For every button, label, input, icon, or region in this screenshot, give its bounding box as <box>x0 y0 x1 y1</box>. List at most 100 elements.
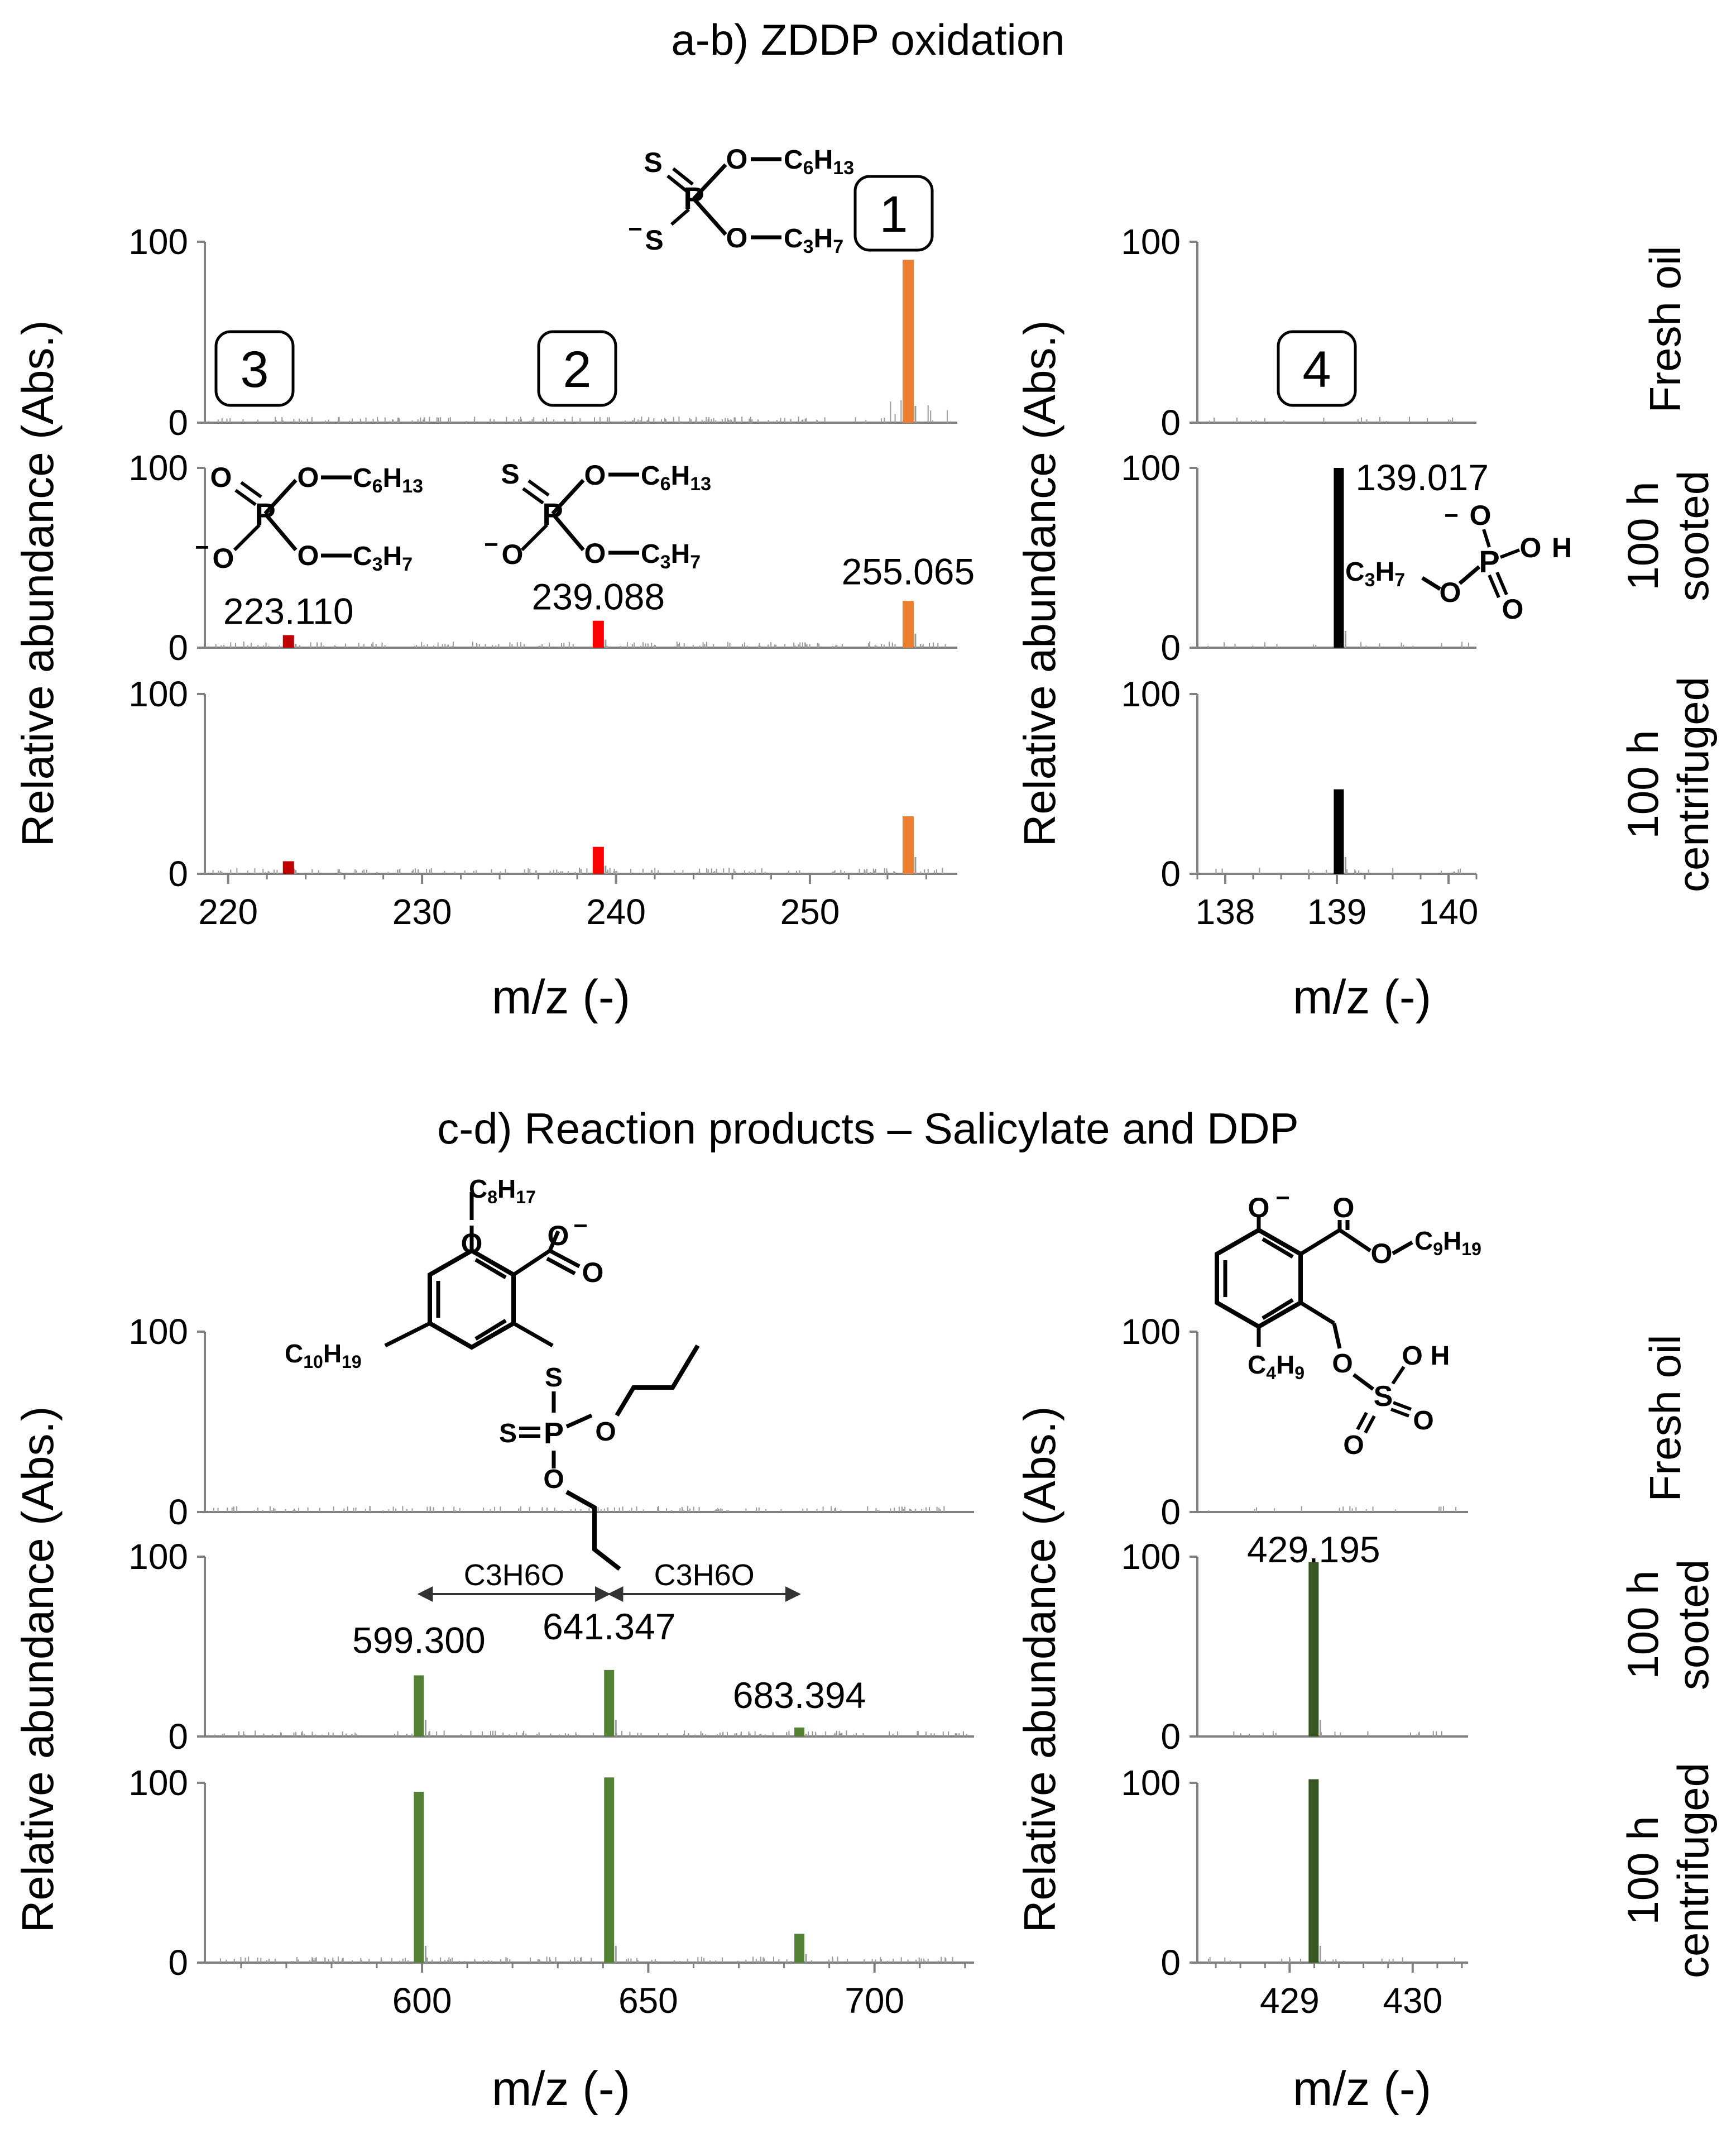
compound-box-4: 4 <box>1277 330 1357 407</box>
peak-label-139.017: 139.017 <box>1355 457 1489 498</box>
svg-text:O: O <box>1520 532 1542 563</box>
svg-text:sooted: sooted <box>1668 1559 1718 1690</box>
peak-label-239.088: 239.088 <box>532 576 665 618</box>
y-tick-label: 0 <box>168 403 188 443</box>
plot-c-row-1: 0 100 <box>128 1537 974 1757</box>
x-tick-label: 430 <box>1383 1980 1442 2021</box>
peak-label-429.195: 429.195 <box>1247 1529 1380 1570</box>
svg-text:O: O <box>210 462 232 493</box>
svg-text:C3H7: C3H7 <box>353 542 413 575</box>
svg-text:O: O <box>548 1220 569 1251</box>
svg-text:C9H19: C9H19 <box>1414 1226 1481 1259</box>
y-tick-label: 100 <box>1121 448 1181 488</box>
plot-d-row-0: 0 100 <box>1121 1312 1468 1532</box>
x-tick-label: 429 <box>1260 1980 1320 2021</box>
x-tick-label: 138 <box>1196 892 1255 932</box>
peak-bar-223.110 <box>282 635 294 648</box>
svg-text:O: O <box>726 143 748 175</box>
peak-label-223.110: 223.110 <box>223 590 354 631</box>
plot-d-row-1: 0 100 <box>1121 1537 1468 1757</box>
svg-text:O: O <box>1470 500 1492 531</box>
y-tick-label: 0 <box>1160 854 1181 894</box>
peak-bar-683.394 <box>794 1934 805 1963</box>
y-tick-label: 0 <box>1160 403 1181 443</box>
svg-text:S: S <box>545 1363 563 1393</box>
x-axis-label-c: m/z (-) <box>492 2062 630 2116</box>
peak-bar-599.300 <box>414 1792 424 1963</box>
peak-bar-683.394 <box>794 1727 805 1736</box>
plot-a-row-0: 0 100 <box>128 222 957 443</box>
svg-text:100 h: 100 h <box>1618 481 1667 590</box>
x-tick-label: 600 <box>392 1980 452 2021</box>
compound-box-3: 3 <box>214 330 295 407</box>
peak-bar-429.195 <box>1308 1779 1319 1963</box>
peak-label-641.347: 641.347 <box>543 1606 676 1647</box>
x-axis-label-b: m/z (-) <box>1293 970 1431 1024</box>
svg-text:−: − <box>573 1212 588 1240</box>
y-tick-label: 100 <box>128 1312 188 1352</box>
svg-text:−: − <box>195 534 209 561</box>
row-label-centrifuged-bottom: 100 h centrifuged <box>1618 1763 1718 1978</box>
y-tick-label: 100 <box>128 1763 188 1803</box>
svg-text:P: P <box>542 496 563 532</box>
peak-bar-139.017 <box>1334 468 1344 648</box>
plot-b-row-0: 0 100 <box>1121 222 1476 443</box>
y-axis-label-c: Relative abundance (Abs.) <box>13 1406 63 1933</box>
svg-text:C3H7: C3H7 <box>784 224 843 257</box>
row-label-fresh-oil-top: Fresh oil <box>1641 246 1690 413</box>
svg-text:S: S <box>1374 1380 1393 1413</box>
plot-c-row-2: 0 100 <box>128 1763 974 1983</box>
svg-text:C4H9: C4H9 <box>1248 1350 1305 1383</box>
plot-d-row-2: 0 100 <box>1121 1763 1468 1983</box>
svg-text:−: − <box>628 216 642 243</box>
svg-text:O: O <box>1413 1406 1433 1436</box>
y-tick-label: 0 <box>1160 628 1181 668</box>
peak-bar-239.088 <box>592 846 604 874</box>
peak-bar-429.195 <box>1308 1562 1319 1736</box>
y-tick-label: 100 <box>1121 674 1181 714</box>
section-title-cd: c-d) Reaction products – Salicylate and … <box>437 1104 1298 1153</box>
svg-text:Fresh oil: Fresh oil <box>1641 246 1690 413</box>
peak-bar-641.347 <box>604 1777 615 1963</box>
svg-text:100 h: 100 h <box>1618 730 1667 839</box>
plot-c-row-0: 0 100 <box>128 1312 974 1532</box>
svg-text:S: S <box>501 458 519 490</box>
y-tick-label: 100 <box>128 1537 188 1577</box>
peak-bar-139.017 <box>1334 789 1344 874</box>
y-tick-label: 0 <box>1160 1943 1181 1983</box>
peak-label-599.300: 599.300 <box>352 1620 486 1661</box>
svg-text:O: O <box>213 543 234 574</box>
y-tick-label: 100 <box>128 222 188 262</box>
structure-salicylate-ddp: O C8H17 O − O C10H19 S P S O O <box>285 1174 700 1571</box>
plot-a-row-1: 0 100 <box>128 448 957 668</box>
y-tick-label: 0 <box>1160 1716 1181 1757</box>
row-label-fresh-oil-bottom: Fresh oil <box>1641 1334 1690 1501</box>
peak-bar-223.110 <box>282 861 294 874</box>
peak-bar-239.088 <box>592 620 604 648</box>
y-tick-label: 100 <box>128 674 188 714</box>
svg-text:C8H17: C8H17 <box>469 1174 536 1207</box>
structure-compound-1: P S S − O O C6H13 C3H7 <box>628 143 854 257</box>
y-tick-label: 0 <box>168 1716 188 1757</box>
x-tick-label: 140 <box>1419 892 1479 932</box>
mass-difference-annotation: C3H6O <box>417 1558 611 1602</box>
structure-compound-4: C3H7 O P O − O H O <box>1345 500 1572 625</box>
svg-text:P: P <box>683 180 704 216</box>
svg-text:C3H7: C3H7 <box>1345 557 1405 591</box>
panel-d-salicylate-429: 0 100 0 100 0 100 429 430 429.195 <box>1121 1312 1468 2021</box>
svg-text:centrifuged: centrifuged <box>1668 1763 1718 1978</box>
svg-text:O: O <box>1371 1238 1393 1269</box>
compound-box-2: 2 <box>537 330 617 407</box>
peak-bar-255.065 <box>902 260 914 423</box>
svg-text:−: − <box>1275 1184 1290 1212</box>
svg-text:S: S <box>644 147 662 178</box>
svg-text:O: O <box>582 1257 604 1288</box>
svg-text:C6H13: C6H13 <box>641 461 711 495</box>
x-tick-label: 230 <box>392 892 452 932</box>
svg-text:O: O <box>1332 1349 1353 1379</box>
x-tick-label: 650 <box>618 1980 678 2021</box>
svg-text:O: O <box>1402 1341 1422 1371</box>
y-tick-label: 100 <box>1121 1537 1181 1577</box>
panel-a-zddp-low-mass: 0 100 0 100 0 100 220 230 240 250 223.110 239.088 25… <box>128 222 975 932</box>
